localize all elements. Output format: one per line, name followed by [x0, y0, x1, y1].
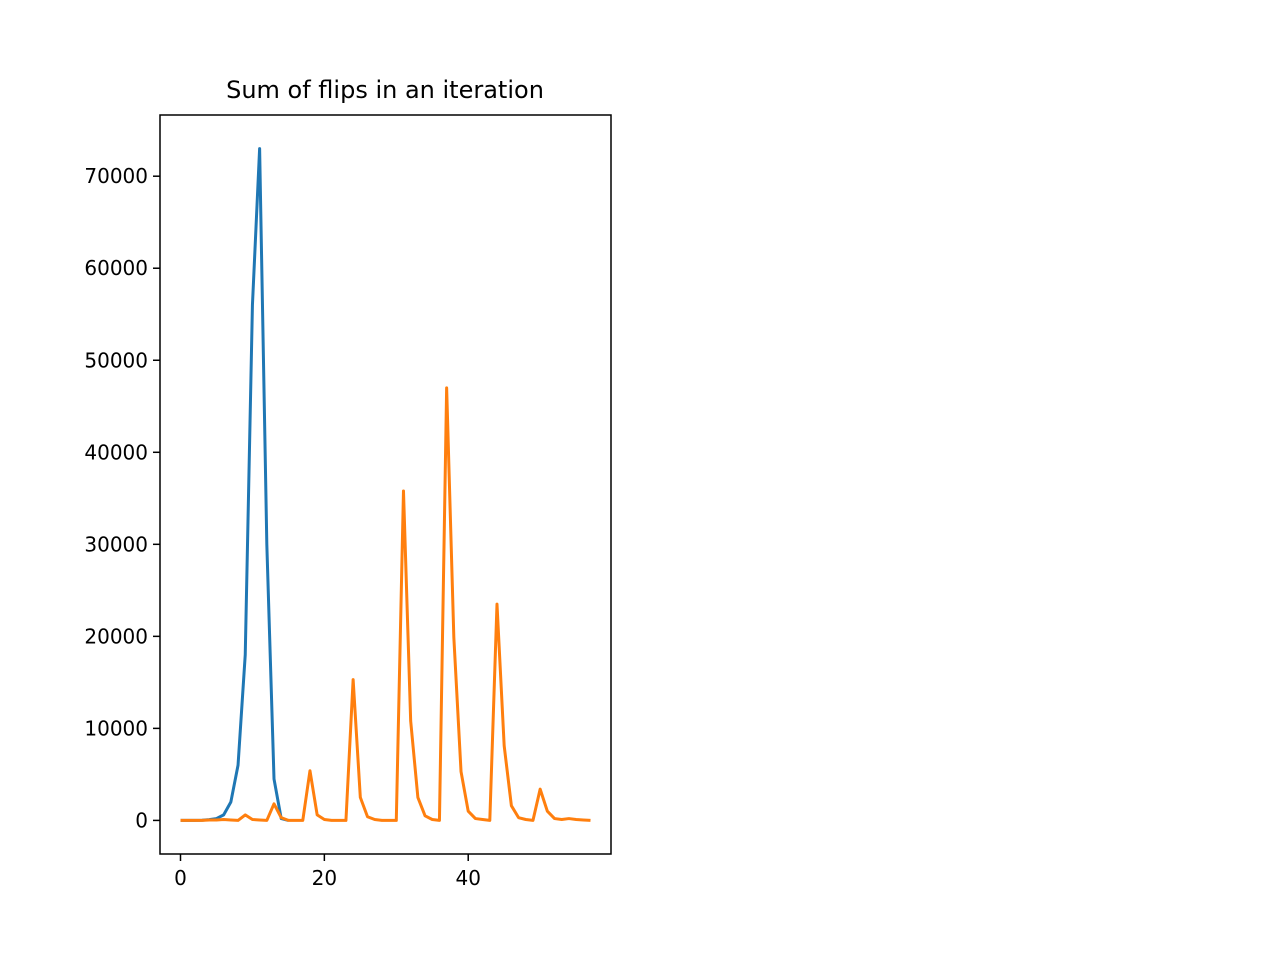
y-tick-label: 50000: [84, 348, 148, 372]
plot-frame: [159, 114, 612, 855]
series-line-2: [180, 386, 591, 822]
x-tick-label: 40: [455, 866, 480, 890]
series-layer: [180, 147, 591, 822]
chart-title: Sum of flips in an iteration: [226, 76, 544, 104]
y-tick-label: 30000: [84, 532, 148, 556]
y-tick-label: 20000: [84, 624, 148, 648]
y-tick-label: 0: [135, 808, 148, 832]
tick-layer: 0 20 40 0 10000 20000 30000 40000 50000 60000 7000…: [84, 164, 481, 890]
y-tick-label: 60000: [84, 256, 148, 280]
y-tick-label: 70000: [84, 164, 148, 188]
y-tick-label: 10000: [84, 716, 148, 740]
x-tick-label: 0: [174, 866, 187, 890]
x-tick-label: 20: [312, 866, 337, 890]
y-tick-label: 40000: [84, 440, 148, 464]
